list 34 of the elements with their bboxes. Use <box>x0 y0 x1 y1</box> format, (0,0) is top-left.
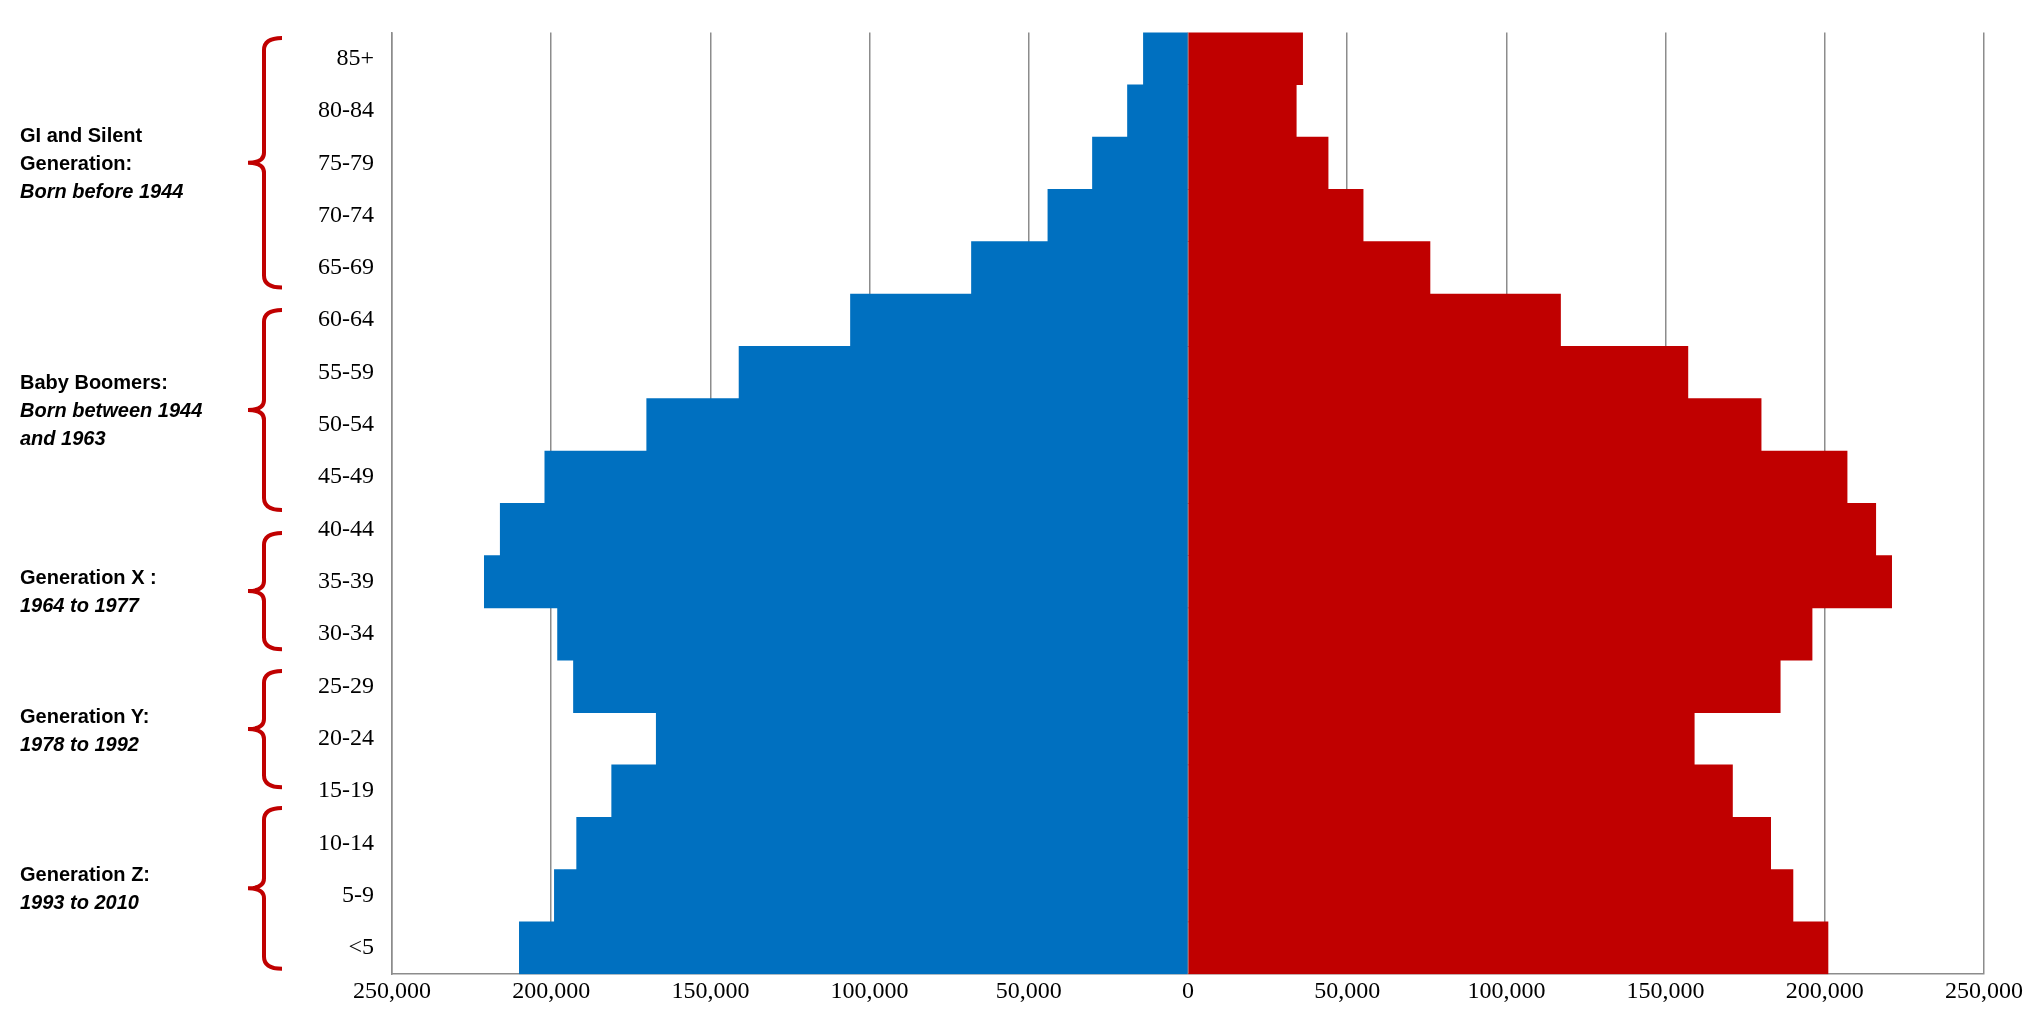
text: Generation X : 1964 to 1977 <box>20 565 158 618</box>
x-tick-label: 50,000 <box>1314 976 1381 1003</box>
y-tick-label: 20-24 <box>317 724 374 751</box>
y-tick-label: <5 <box>348 933 374 960</box>
y-tick-label: 5-9 <box>341 881 374 908</box>
y-tick-label: 40-44 <box>317 514 374 541</box>
x-tick-label: 150,000 <box>1626 976 1705 1003</box>
text: Generation Y: 1978 to 1992 <box>20 704 151 757</box>
y-tick-label: 75-79 <box>317 148 374 175</box>
x-tick-label: 100,000 <box>1467 976 1546 1003</box>
y-tick-label: 50-54 <box>317 410 374 437</box>
y-tick-label: 10-14 <box>317 828 374 855</box>
y-tick-label: 60-64 <box>317 305 374 332</box>
y-tick-label: 70-74 <box>317 200 374 227</box>
y-tick-label: 25-29 <box>317 671 374 698</box>
y-tick-label: 30-34 <box>317 619 374 646</box>
x-tick-label: 250,000 <box>352 976 431 1003</box>
y-tick-label: 55-59 <box>317 357 374 384</box>
y-tick-label: 85+ <box>336 43 374 70</box>
y-tick-label: 80-84 <box>317 96 374 123</box>
x-tick-label: 50,000 <box>995 976 1062 1003</box>
x-tick-label: 250,000 <box>1945 976 2023 1003</box>
x-tick-label: 0 <box>1182 976 1194 1003</box>
x-tick-label: 200,000 <box>512 976 591 1003</box>
x-tick-label: 100,000 <box>830 976 909 1003</box>
x-tick-label: 200,000 <box>1785 976 1864 1003</box>
text: GI and Silent Generation: Born before 1944 <box>20 124 185 205</box>
text: Baby Boomers: Born between 1944 and 1963 <box>20 371 204 452</box>
y-tick-label: 65-69 <box>317 253 374 280</box>
y-tick-label: 15-19 <box>317 776 374 803</box>
x-tick-label: 150,000 <box>671 976 750 1003</box>
y-tick-label: 35-39 <box>317 567 374 594</box>
text: Generation Z: 1993 to 2010 <box>20 862 151 915</box>
y-tick-label: 45-49 <box>317 462 374 489</box>
